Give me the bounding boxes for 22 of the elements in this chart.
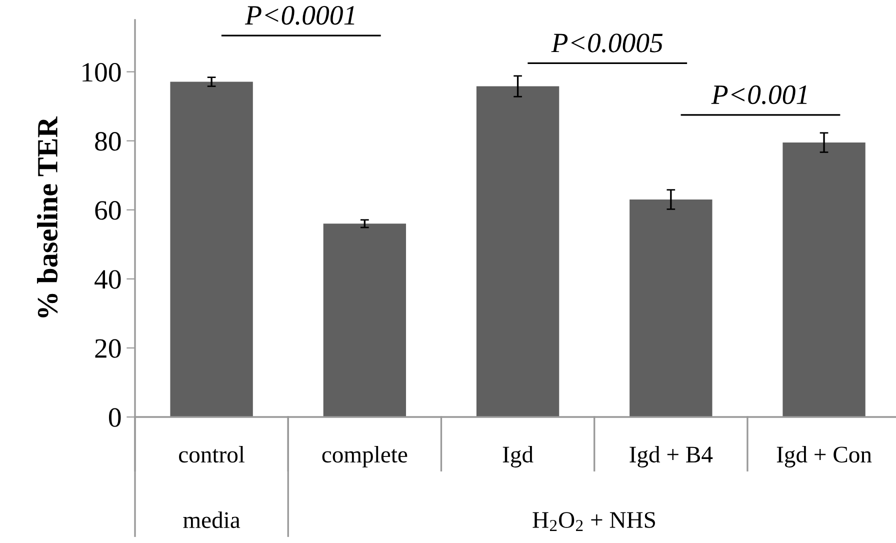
text: media [183,512,240,528]
y-tick-label: 20 [95,339,121,358]
y-tick-label: 0 [108,408,121,427]
bar [170,82,253,417]
x-tick-label: Igd + Con [776,446,872,468]
y-tick-label: 80 [95,132,121,151]
bar [630,200,712,417]
text: H$_{2}$O$_{2}$ + NHS [532,512,656,531]
x-tick-label: complete [322,446,408,468]
annotation: P<0.001 [711,85,807,104]
bar [476,86,560,417]
bar [782,142,866,417]
x-tick-label: control [179,446,245,463]
bar [323,224,406,417]
y-tick-label: 40 [94,270,121,289]
x-tick-label: Igd [502,446,534,468]
y-tick-label: 100 [82,62,121,82]
y-tick-label: 60 [95,201,121,220]
annotation: P<0.0001 [244,6,354,25]
annotation: P<0.0005 [551,34,663,52]
y-axis-title: % baseline TER [37,116,58,318]
x-tick-label: Igd + B4 [630,446,713,468]
